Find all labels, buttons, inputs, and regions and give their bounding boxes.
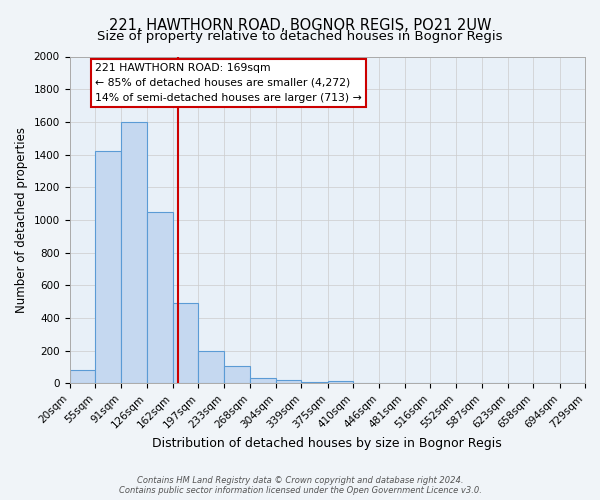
Text: Contains HM Land Registry data © Crown copyright and database right 2024.
Contai: Contains HM Land Registry data © Crown c… [119,476,481,495]
Bar [173,304,198,384]
Text: 221 HAWTHORN ROAD: 169sqm
← 85% of detached houses are smaller (4,272)
14% of se: 221 HAWTHORN ROAD: 169sqm ← 85% of detac… [95,63,362,102]
X-axis label: Distribution of detached houses by size in Bognor Regis: Distribution of detached houses by size … [152,437,502,450]
Text: Size of property relative to detached houses in Bognor Regis: Size of property relative to detached ho… [97,30,503,43]
Bar [224,366,250,384]
Bar [146,212,173,384]
Bar [70,370,95,384]
Bar [301,382,328,384]
Bar [95,152,121,384]
Bar [121,122,146,384]
Text: 221, HAWTHORN ROAD, BOGNOR REGIS, PO21 2UW: 221, HAWTHORN ROAD, BOGNOR REGIS, PO21 2… [109,18,491,32]
Y-axis label: Number of detached properties: Number of detached properties [15,127,28,313]
Bar [276,380,301,384]
Bar [250,378,276,384]
Bar [328,381,353,384]
Bar [198,351,224,384]
